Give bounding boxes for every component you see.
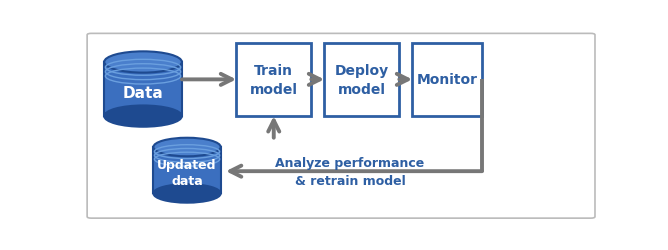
FancyBboxPatch shape — [236, 44, 311, 117]
Ellipse shape — [104, 52, 182, 73]
Ellipse shape — [104, 106, 182, 127]
Text: Updated
data: Updated data — [157, 159, 217, 188]
Bar — [154, 148, 220, 194]
Text: Deploy
model: Deploy model — [335, 64, 389, 96]
Text: Monitor: Monitor — [417, 73, 478, 87]
FancyBboxPatch shape — [412, 44, 482, 117]
FancyBboxPatch shape — [324, 44, 399, 117]
Ellipse shape — [154, 184, 220, 203]
FancyBboxPatch shape — [87, 34, 595, 218]
Bar — [104, 63, 182, 116]
Text: Analyze performance
& retrain model: Analyze performance & retrain model — [275, 156, 425, 187]
Text: Train
model: Train model — [250, 64, 298, 96]
Ellipse shape — [154, 138, 220, 157]
Text: Data: Data — [123, 86, 164, 100]
